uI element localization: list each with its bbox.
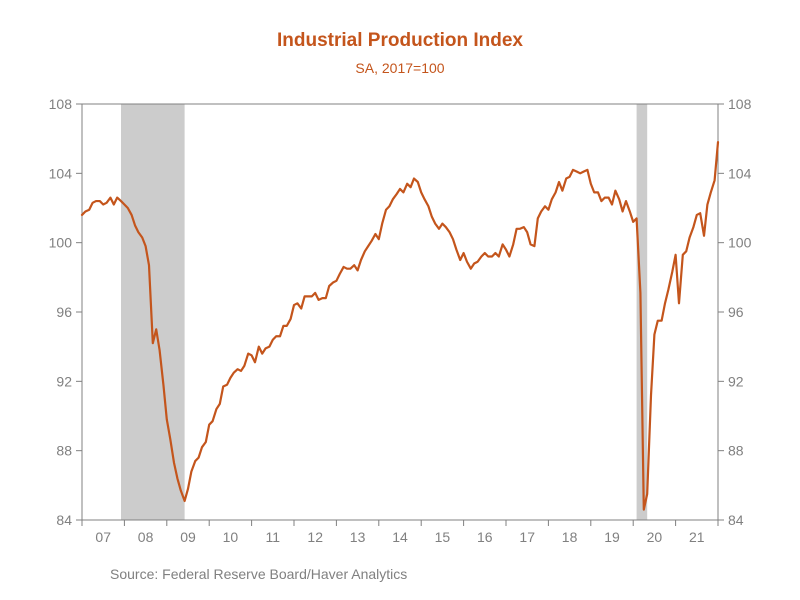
y-tick-label: 96 xyxy=(56,304,72,320)
x-tick-label: 08 xyxy=(138,529,154,545)
y-tick-label: 104 xyxy=(728,165,752,181)
x-tick-label: 19 xyxy=(604,529,620,545)
x-tick-label: 16 xyxy=(477,529,493,545)
y-tick-label: 108 xyxy=(49,96,73,112)
y-tick-label: 100 xyxy=(49,235,73,251)
x-tick-label: 20 xyxy=(647,529,663,545)
x-tick-label: 13 xyxy=(350,529,366,545)
x-tick-label: 18 xyxy=(562,529,578,545)
x-tick-label: 21 xyxy=(689,529,705,545)
chart-subtitle: SA, 2017=100 xyxy=(0,52,800,76)
chart-plot: 84 84 88 88 92 92 96 96 100 100 104 104 108 108 07 08 09… xyxy=(0,78,800,548)
y-tick-label: 96 xyxy=(728,304,744,320)
y-tick-label: 84 xyxy=(728,512,744,528)
y-tick-label: 100 xyxy=(728,235,752,251)
y-tick-label: 92 xyxy=(728,373,744,389)
chart-source: Source: Federal Reserve Board/Haver Anal… xyxy=(110,566,407,582)
x-tick-label: 09 xyxy=(180,529,196,545)
y-tick-label: 88 xyxy=(728,443,744,459)
x-tick-label: 07 xyxy=(95,529,111,545)
y-tick-label: 84 xyxy=(56,512,72,528)
y-tick-label: 92 xyxy=(56,373,72,389)
y-tick-label: 104 xyxy=(49,165,73,181)
y-tick-label: 108 xyxy=(728,96,752,112)
x-tick-label: 11 xyxy=(266,529,281,545)
x-tick-label: 10 xyxy=(223,529,239,545)
chart-title: Industrial Production Index xyxy=(0,0,800,52)
recession-band xyxy=(121,104,185,520)
x-tick-label: 12 xyxy=(307,529,323,545)
x-tick-label: 15 xyxy=(435,529,451,545)
x-tick-label: 14 xyxy=(392,529,408,545)
y-tick-label: 88 xyxy=(56,443,72,459)
x-tick-label: 17 xyxy=(519,529,535,545)
